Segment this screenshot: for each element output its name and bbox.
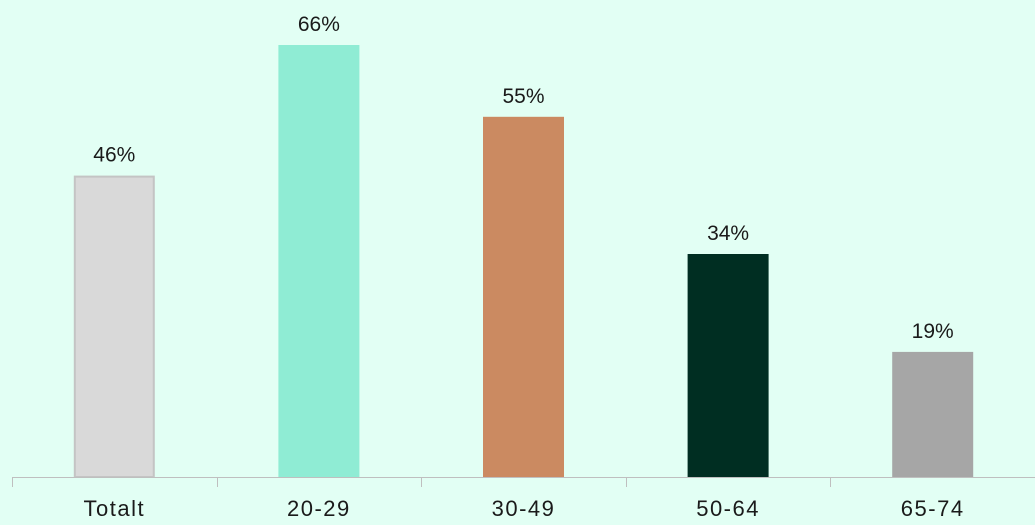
x-tick-label-30-49: 30-49: [492, 496, 556, 521]
bar-50-64: [687, 254, 769, 478]
data-label-50-64: 34%: [707, 222, 749, 245]
bar-20-29: [278, 45, 360, 478]
bar-totalt: [73, 175, 155, 478]
x-tick-label-totalt: Totalt: [84, 496, 146, 521]
x-axis: [12, 477, 1035, 487]
labels-layer: 46% Totalt 66% 20-29 55% 30-49 34% 50-64 19% 65-7…: [84, 13, 965, 521]
bar-65-74: [892, 351, 974, 478]
data-label-totalt: 46%: [93, 144, 135, 167]
data-label-20-29: 66%: [298, 13, 340, 36]
data-label-30-49: 55%: [502, 85, 544, 108]
x-tick-label-20-29: 20-29: [287, 496, 351, 521]
x-tick-label-50-64: 50-64: [696, 496, 760, 521]
x-tick-label-65-74: 65-74: [901, 496, 965, 521]
bars-layer: [73, 45, 974, 479]
data-label-65-74: 19%: [912, 320, 954, 343]
bar-30-49: [483, 116, 564, 479]
